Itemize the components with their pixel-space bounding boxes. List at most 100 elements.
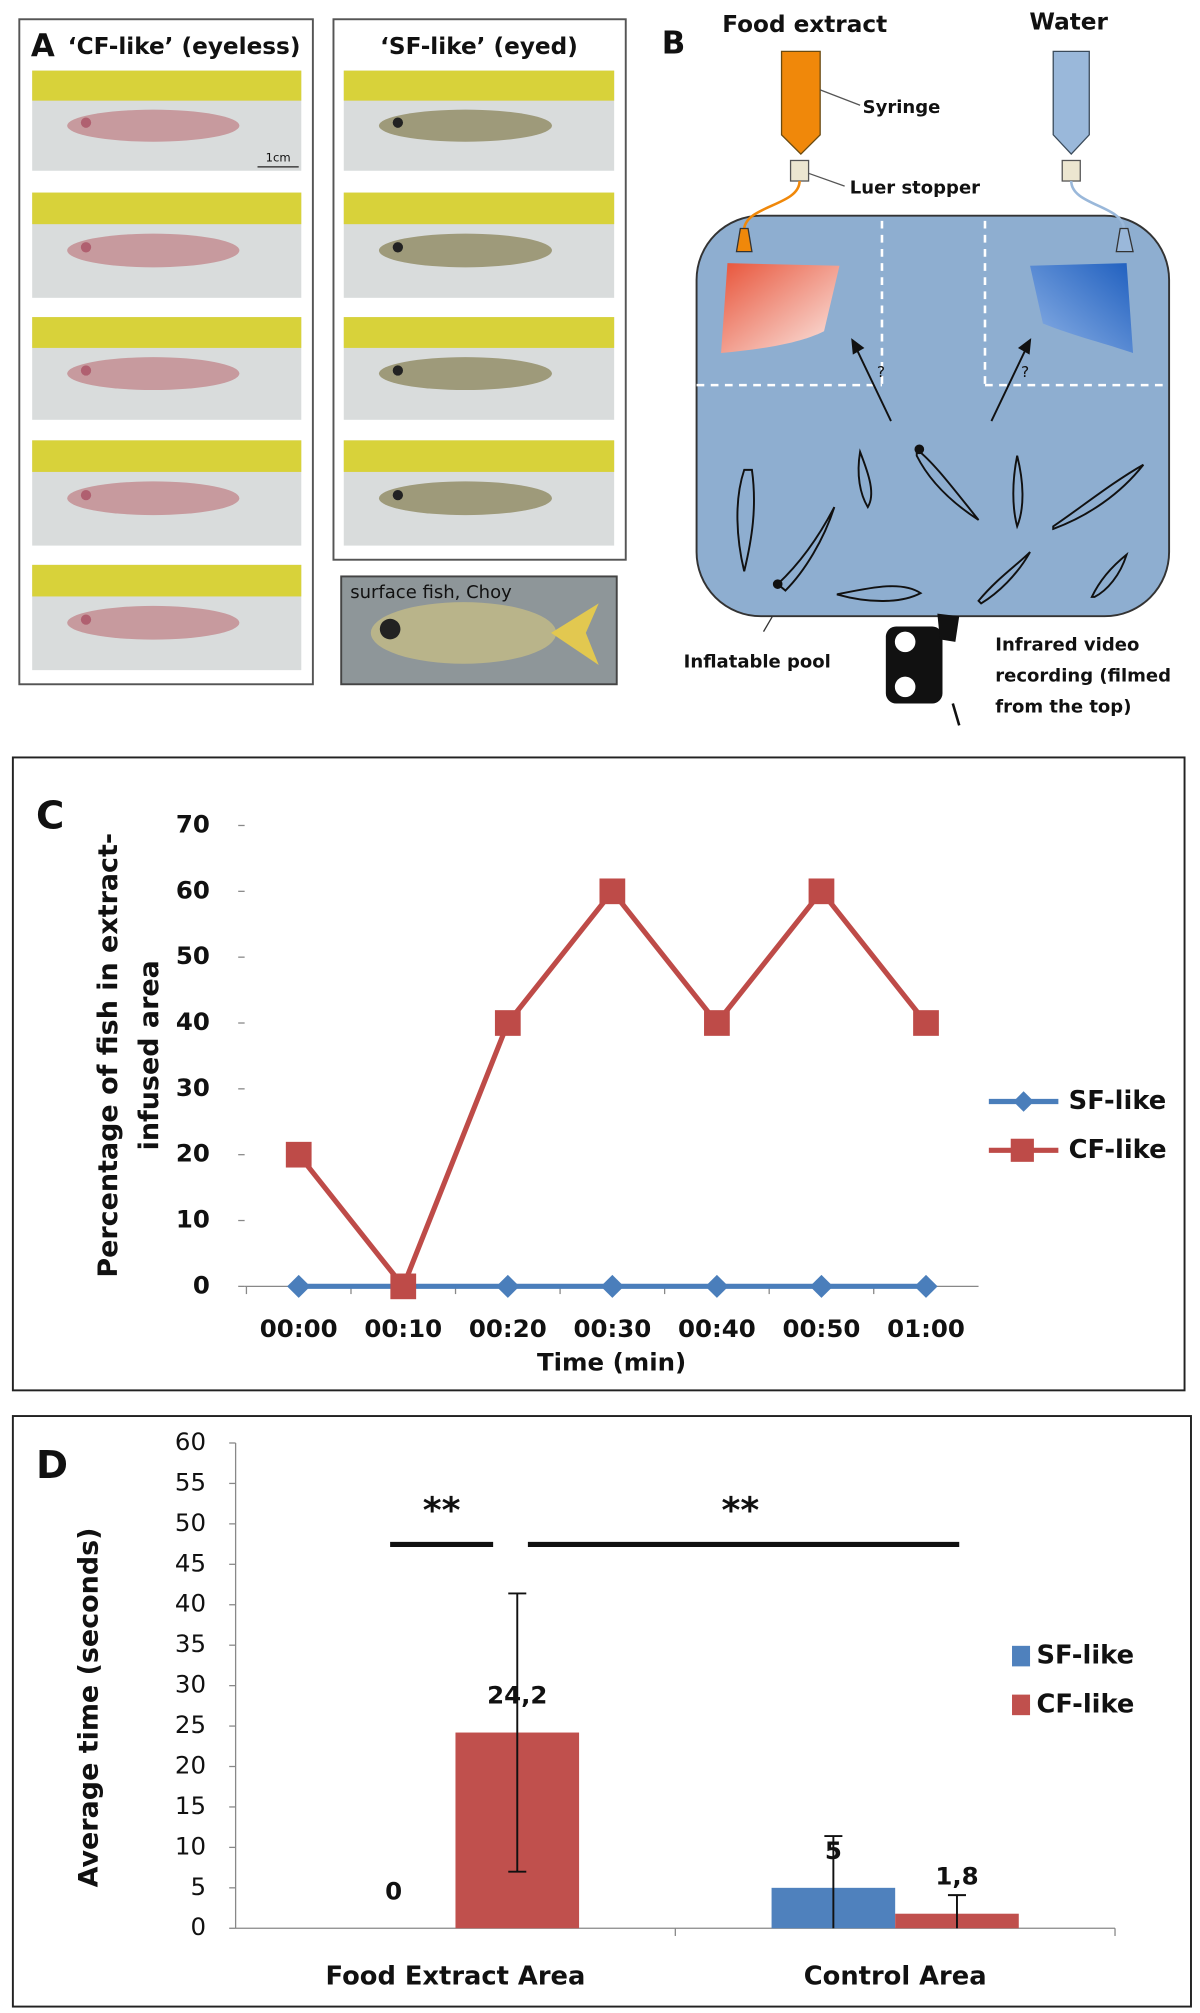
zone-lines <box>696 220 1170 387</box>
panel-label: D <box>36 1443 68 1488</box>
x-tick-label: Control Area <box>804 1962 987 1992</box>
marker <box>809 1274 834 1298</box>
chart-frame <box>11 1415 1192 2008</box>
y-tick-label: 20 <box>175 1751 206 1780</box>
x-tick-label: 00:40 <box>678 1314 756 1343</box>
chart-frame <box>11 756 1186 1392</box>
leader <box>762 615 774 632</box>
error-bar <box>824 1835 843 1929</box>
photo-ruler <box>343 317 615 348</box>
fish-photo <box>378 357 552 391</box>
fish-eye <box>379 618 401 640</box>
fish-tail <box>551 603 599 666</box>
label: from the top) <box>995 696 1131 717</box>
error-bar <box>508 1592 527 1873</box>
legend-label: CF-like <box>1036 1689 1134 1719</box>
marker <box>913 1010 939 1036</box>
y-tick-label: 30 <box>175 1670 206 1699</box>
marker <box>496 1274 520 1298</box>
fish-eye <box>392 489 404 501</box>
fish-photo <box>378 109 552 142</box>
fish-eye <box>392 242 404 253</box>
y-tick-label: 45 <box>175 1548 206 1577</box>
y-tick-label: 30 <box>176 1073 210 1102</box>
photo-ruler <box>343 192 615 225</box>
marker <box>704 1010 730 1036</box>
y-tick-label: 25 <box>175 1710 206 1739</box>
legend-swatch <box>1012 1694 1031 1716</box>
photo-ruler <box>343 70 615 101</box>
column-title: ‘SF-like’ (eyed) <box>380 34 578 60</box>
arrows <box>851 338 1032 422</box>
y-tick-label: 55 <box>175 1467 206 1496</box>
series-line <box>296 887 929 1292</box>
marker <box>808 878 835 905</box>
x-tick-label: Food Extract Area <box>326 1962 586 1992</box>
marker <box>600 1274 624 1298</box>
photo-caption: surface fish, Choy <box>350 582 512 603</box>
error-bar <box>947 1894 966 1929</box>
legend-marker <box>1010 1138 1034 1162</box>
y-axis-title: infused area <box>134 960 165 1150</box>
x-tick-label: 00:30 <box>573 1314 651 1343</box>
y-axis-title: Average time (seconds) <box>74 1527 105 1887</box>
tube <box>742 180 801 229</box>
fish-photo <box>67 605 240 640</box>
label: Luer stopper <box>850 178 980 199</box>
camera-icon <box>885 613 961 726</box>
marker <box>494 1010 521 1036</box>
outlet <box>735 227 753 253</box>
photo-ruler <box>32 70 302 101</box>
water-plume <box>1030 263 1134 354</box>
y-tick-label: 0 <box>190 1912 206 1941</box>
y-tick-label: 10 <box>175 1831 206 1860</box>
fish-photo <box>378 481 552 516</box>
question: ? <box>877 363 885 381</box>
fish-photo <box>67 109 240 142</box>
fish-photo <box>67 357 240 391</box>
tube <box>1069 180 1126 229</box>
y-tick-label: 40 <box>176 1007 210 1036</box>
legend-swatch <box>1012 1645 1031 1667</box>
y-tick-label: 20 <box>176 1139 210 1168</box>
marker <box>599 878 626 905</box>
legend-marker <box>1013 1091 1034 1112</box>
leader <box>808 172 845 187</box>
value-label: 5 <box>825 1836 842 1865</box>
panel-b: B Food extract Water Syringe Luer stoppe… <box>662 10 1171 726</box>
legend-label: SF-like <box>1036 1641 1134 1671</box>
fish-eye <box>80 117 92 128</box>
stopper <box>1061 159 1081 182</box>
legend-label: CF-like <box>1069 1135 1167 1165</box>
extract-plume <box>721 263 840 354</box>
fish-eye <box>80 489 92 501</box>
x-axis-title: Time (min) <box>537 1347 686 1376</box>
y-tick-label: 60 <box>176 875 210 904</box>
y-tick-label: 70 <box>176 810 210 839</box>
label: Food extract <box>722 12 887 38</box>
scale-label: 1cm <box>266 150 291 164</box>
marker <box>287 1274 311 1298</box>
column-title: ‘CF-like’ (eyeless) <box>68 34 301 60</box>
fish-eye <box>80 614 92 625</box>
panel-label: A <box>31 28 55 64</box>
y-tick-label: 35 <box>175 1629 206 1658</box>
y-tick-label: 50 <box>175 1508 206 1537</box>
label: Infrared video <box>995 635 1139 656</box>
panel-label: B <box>662 25 686 61</box>
fish-photo <box>370 602 557 664</box>
significance: ** <box>423 1490 461 1531</box>
syringe <box>1052 50 1090 155</box>
photo-ruler <box>32 192 302 225</box>
y-tick-label: 15 <box>175 1791 206 1820</box>
value-label: 0 <box>385 1876 402 1905</box>
y-tick-label: 10 <box>176 1205 210 1234</box>
value-label: 24,2 <box>487 1681 547 1710</box>
x-tick-label: 00:00 <box>260 1314 338 1343</box>
y-axis-title: Percentage of fish in extract- <box>93 833 124 1278</box>
panel-a: A ‘CF-like’ (eyeless) ‘SF-like’ (eyed) s… <box>18 18 627 686</box>
question: ? <box>1021 363 1029 381</box>
legend-label: SF-like <box>1069 1086 1167 1116</box>
